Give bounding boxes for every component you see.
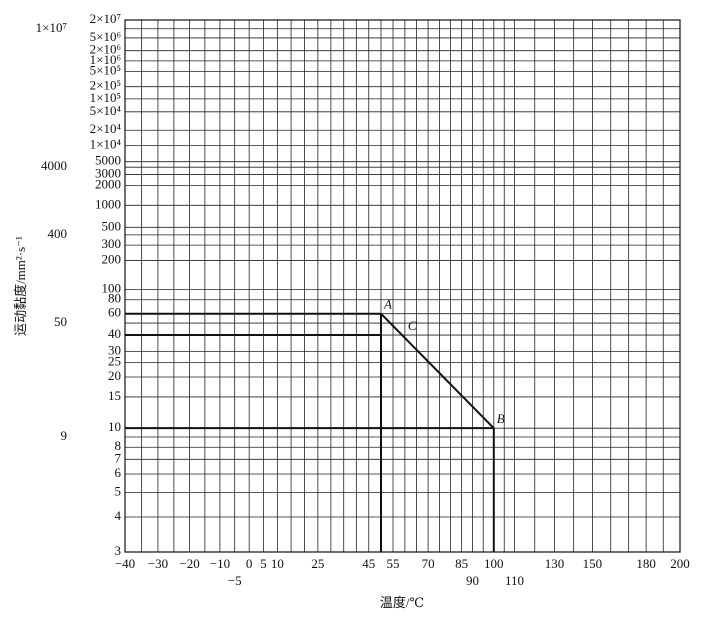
y-tick-label: 5×10⁶ — [90, 29, 121, 44]
y-tick-label: 6 — [115, 465, 122, 480]
x-axis-label: 温度/℃ — [380, 595, 424, 610]
x-tick-label: 110 — [505, 573, 524, 588]
y-tick-label: 8 — [115, 438, 122, 453]
y-tick-label: 1×10⁵ — [90, 90, 121, 105]
x-tick-label: −10 — [210, 556, 230, 571]
x-tick-label: 70 — [422, 556, 435, 571]
y-axis-label: 运动黏度/mm²·s⁻¹ — [13, 236, 28, 336]
y-tick-label: 1×10⁷ — [36, 20, 67, 35]
y-tick-label: 50 — [54, 314, 67, 329]
y-tick-label: 20 — [108, 368, 121, 383]
x-tick-label: 180 — [636, 556, 656, 571]
y-tick-label: 2×10⁴ — [90, 121, 122, 136]
y-tick-label: 100 — [102, 280, 122, 295]
y-tick-label: 2×10⁶ — [90, 42, 121, 57]
x-tick-label: 10 — [271, 556, 284, 571]
x-tick-label: −40 — [115, 556, 135, 571]
data-line — [380, 313, 495, 429]
plot-frame — [124, 19, 681, 553]
x-tick-label: 85 — [455, 556, 468, 571]
y-tick-label: 4000 — [41, 158, 67, 173]
y-tick-label: 1×10⁶ — [90, 52, 121, 67]
y-tick-label: 5 — [115, 484, 122, 499]
point-label: A — [383, 297, 392, 312]
x-tick-label: 150 — [583, 556, 603, 571]
y-tick-label: 2×10⁷ — [90, 11, 121, 26]
y-tick-label: 60 — [108, 305, 121, 320]
y-tick-label: 4 — [115, 508, 122, 523]
x-tick-label: 200 — [670, 556, 690, 571]
x-tick-label: −20 — [179, 556, 199, 571]
x-tick-label: 90 — [466, 573, 479, 588]
y-tick-label: 1000 — [95, 196, 121, 211]
y-tick-label: 200 — [102, 251, 122, 266]
x-tick-label: 45 — [362, 556, 375, 571]
y-tick-label: 25 — [108, 354, 121, 369]
y-tick-label: 9 — [61, 428, 68, 443]
point-label: C — [408, 318, 417, 333]
y-tick-label: 1×10⁴ — [90, 136, 122, 151]
y-tick-label: 300 — [102, 236, 122, 251]
x-tick-label: 5 — [260, 556, 267, 571]
x-tick-label: −30 — [148, 556, 168, 571]
x-tick-label: 55 — [387, 556, 400, 571]
x-tick-label: 100 — [484, 556, 504, 571]
x-tick-label: 0 — [246, 556, 253, 571]
y-tick-label: 7 — [115, 450, 122, 465]
y-tick-label: 30 — [108, 343, 121, 358]
y-tick-label: 40 — [108, 326, 121, 341]
y-tick-label: 2×10⁵ — [90, 78, 121, 93]
y-tick-label: 5000 — [95, 153, 121, 168]
point-label: B — [497, 411, 505, 426]
y-tick-label: 500 — [102, 218, 122, 233]
x-tick-label: 25 — [311, 556, 324, 571]
x-tick-label: 130 — [545, 556, 565, 571]
y-tick-label: 15 — [108, 388, 121, 403]
y-tick-label: 400 — [48, 226, 68, 241]
y-tick-label: 2000 — [95, 176, 121, 191]
y-tick-label: 5×10⁴ — [90, 103, 122, 118]
y-tick-label: 10 — [108, 419, 121, 434]
y-tick-label: 80 — [108, 291, 121, 306]
y-tick-label: 3 — [115, 543, 122, 558]
x-tick-label: −5 — [228, 573, 242, 588]
y-tick-label: 3000 — [95, 166, 121, 181]
y-tick-label: 5×10⁵ — [90, 63, 121, 78]
